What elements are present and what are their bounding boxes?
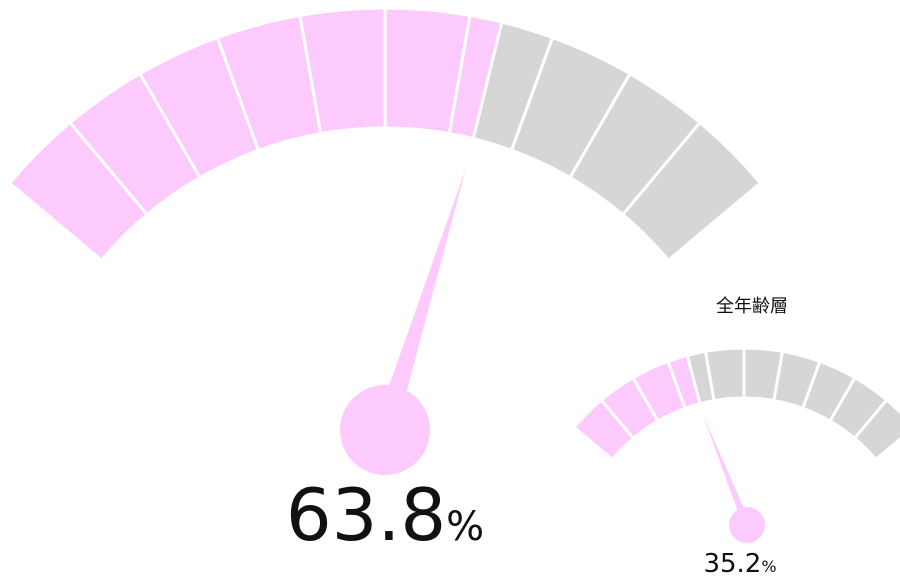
gauge-value-number: 63.8 <box>286 473 446 557</box>
gauge-value: 35.2% <box>703 549 776 579</box>
gauge-needle <box>703 415 751 527</box>
gauge-segment <box>620 120 763 263</box>
gauge-needle <box>374 167 467 433</box>
gauge-value-number: 35.2 <box>703 549 761 579</box>
gauge-segment <box>703 346 746 403</box>
gauge-value-unit: % <box>761 557 776 576</box>
gauge-segment <box>852 397 900 462</box>
gauge-value-unit: % <box>446 504 484 550</box>
gauge-title: 全年齢層 <box>716 296 788 317</box>
gauge-pivot <box>729 507 765 543</box>
gauge-value: 63.8% <box>286 473 484 557</box>
gauge-pivot <box>340 385 430 475</box>
